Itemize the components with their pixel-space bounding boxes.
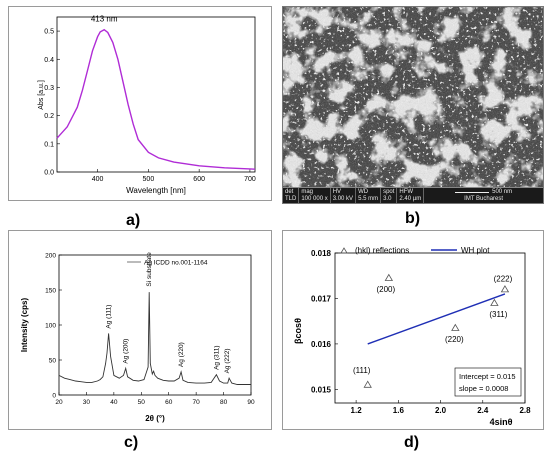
x-tick-label: 60 bbox=[165, 399, 173, 406]
sem-hfw-cell: HFW 2.40 µm bbox=[397, 188, 425, 203]
x-axis-ticks: 400 500 600 700 bbox=[92, 169, 256, 183]
y-axis-label: Intensity (cps) bbox=[20, 298, 29, 353]
x-tick-label: 500 bbox=[143, 176, 155, 183]
reflection-label: (200) bbox=[376, 285, 395, 294]
x-axis-label: 2θ (°) bbox=[145, 414, 165, 423]
sem-mag-cell: mag 100 000 x bbox=[299, 188, 331, 203]
peak-annotation: Si substrate bbox=[146, 252, 153, 287]
reflection-point bbox=[363, 380, 372, 388]
slope-text: slope = 0.0008 bbox=[459, 384, 508, 393]
sem-scale-cell: 500 nm IMT Bucharest bbox=[424, 188, 543, 203]
plot-frame bbox=[334, 252, 526, 404]
absorbance-curve bbox=[56, 28, 256, 170]
x-tick-label: 30 bbox=[83, 399, 91, 406]
legend-label: Ag ICDD no.001-1164 bbox=[144, 260, 208, 267]
sem-hv-cell: HV 3.00 kV bbox=[331, 188, 357, 203]
y-axis-label: βcosθ bbox=[293, 318, 303, 344]
y-tick-label: 0.016 bbox=[311, 340, 332, 349]
wh-fit-line bbox=[367, 293, 506, 345]
x-axis-ticks: 1.2 1.6 2.0 2.4 2.8 bbox=[351, 400, 531, 415]
peak-annotation: Ag (200) bbox=[123, 339, 130, 364]
x-tick-label: 70 bbox=[193, 399, 201, 406]
reflection-point bbox=[500, 285, 510, 293]
caption-b: b) bbox=[405, 210, 421, 227]
fit-params-box bbox=[454, 367, 522, 397]
sem-det-cell: det TLD bbox=[283, 188, 300, 203]
x-tick-label: 80 bbox=[220, 399, 228, 406]
sem-image-panel: det TLD mag 100 000 x HV 3.00 kV WD 5.5 mm s… bbox=[282, 6, 544, 204]
y-tick-label: 0.1 bbox=[44, 141, 54, 148]
x-tick-label: 700 bbox=[244, 176, 256, 183]
scale-bar bbox=[455, 191, 490, 193]
legend-triangle-marker bbox=[340, 247, 348, 254]
sem-info-bar: det TLD mag 100 000 x HV 3.00 kV WD 5.5 mm s… bbox=[283, 187, 543, 203]
x-axis-label: 4sinθ bbox=[490, 417, 513, 427]
y-axis-ticks: 0.0 0.1 0.2 0.3 0.4 0.5 bbox=[44, 29, 60, 177]
y-tick-label: 150 bbox=[45, 288, 56, 295]
x-tick-label: 40 bbox=[110, 399, 118, 406]
intercept-text: Intercept = 0.015 bbox=[459, 372, 516, 381]
wh-chart: 0.015 0.016 0.017 0.018 1.2 1.6 2.0 2.4 2.8 (11… bbox=[293, 246, 531, 427]
y-tick-label: 0 bbox=[52, 393, 56, 400]
x-tick-label: 50 bbox=[138, 399, 146, 406]
wh-plot-panel: 0.015 0.016 0.017 0.018 1.2 1.6 2.0 2.4 2.8 (11… bbox=[282, 230, 544, 430]
caption-c: c) bbox=[124, 434, 139, 451]
reflection-point bbox=[490, 298, 499, 306]
reflection-label: (222) bbox=[494, 274, 513, 283]
xrd-panel: 0 50 100 150 200 20 30 40 50 60 70 80 90 Ag (111) Ag… bbox=[8, 230, 272, 430]
reflection-label: (220) bbox=[445, 335, 464, 344]
y-axis-label: Abs [a.u.] bbox=[38, 80, 45, 110]
uv-vis-panel: 0.0 0.1 0.2 0.3 0.4 0.5 400 500 600 700 413 nm W… bbox=[8, 6, 272, 201]
x-tick-label: 1.2 bbox=[351, 406, 363, 415]
x-tick-label: 90 bbox=[247, 399, 255, 406]
reflection-points: (111) (200) (220) (311) (222) bbox=[353, 273, 513, 388]
x-tick-label: 2.4 bbox=[477, 406, 489, 415]
y-tick-label: 200 bbox=[45, 253, 56, 260]
x-axis-ticks: 20 30 40 50 60 70 80 90 bbox=[55, 392, 255, 406]
reflection-point bbox=[451, 323, 460, 331]
xrd-pattern bbox=[58, 292, 251, 385]
y-tick-label: 0.018 bbox=[311, 249, 332, 258]
reflection-label: (311) bbox=[489, 310, 507, 319]
scale-label: 500 nm bbox=[492, 189, 513, 195]
y-axis-ticks: 0 50 100 150 200 bbox=[45, 253, 62, 400]
legend-reflections-label: (hkl) reflections bbox=[355, 246, 409, 255]
y-axis-ticks: 0.015 0.016 0.017 0.018 bbox=[311, 249, 338, 394]
peak-label: 413 nm bbox=[91, 15, 118, 24]
sem-spot-cell: spot 3.0 bbox=[381, 188, 398, 203]
x-tick-label: 1.6 bbox=[393, 406, 405, 415]
y-tick-label: 50 bbox=[49, 358, 57, 365]
y-tick-label: 100 bbox=[45, 323, 56, 330]
y-tick-label: 0.3 bbox=[44, 85, 54, 92]
x-tick-label: 2.0 bbox=[435, 406, 447, 415]
peak-annotation: Ag (311) bbox=[213, 345, 220, 369]
reflection-label: (111) bbox=[353, 366, 371, 375]
caption-a: a) bbox=[126, 212, 141, 229]
uv-vis-chart: 0.0 0.1 0.2 0.3 0.4 0.5 400 500 600 700 413 nm W… bbox=[38, 15, 256, 195]
peak-annotation: Ag (222) bbox=[224, 348, 231, 373]
plot-frame bbox=[56, 16, 256, 173]
y-tick-label: 0.0 bbox=[44, 170, 54, 177]
sem-wd-cell: WD 5.5 mm bbox=[356, 188, 382, 203]
y-tick-label: 0.015 bbox=[311, 385, 332, 394]
legend-wh-label: WH plot bbox=[461, 246, 490, 255]
x-axis-label: Wavelength [nm] bbox=[126, 186, 186, 195]
peak-annotations: Ag (111) Ag (200) Si substrate Ag (220) Ag (… bbox=[106, 252, 232, 374]
y-tick-label: 0.2 bbox=[44, 113, 54, 120]
institution-label: IMT Bucharest bbox=[464, 195, 504, 202]
x-tick-label: 600 bbox=[193, 176, 205, 183]
caption-d: d) bbox=[404, 434, 420, 451]
y-tick-label: 0.017 bbox=[311, 294, 332, 303]
peak-annotation: Ag (111) bbox=[106, 305, 113, 329]
x-tick-label: 20 bbox=[55, 399, 63, 406]
reflection-point bbox=[384, 273, 394, 281]
y-tick-label: 0.4 bbox=[44, 57, 54, 64]
x-tick-label: 400 bbox=[92, 176, 104, 183]
y-tick-label: 0.5 bbox=[44, 29, 54, 36]
x-tick-label: 2.8 bbox=[519, 406, 531, 415]
sem-micrograph bbox=[283, 7, 543, 189]
peak-annotation: Ag (220) bbox=[178, 342, 185, 367]
